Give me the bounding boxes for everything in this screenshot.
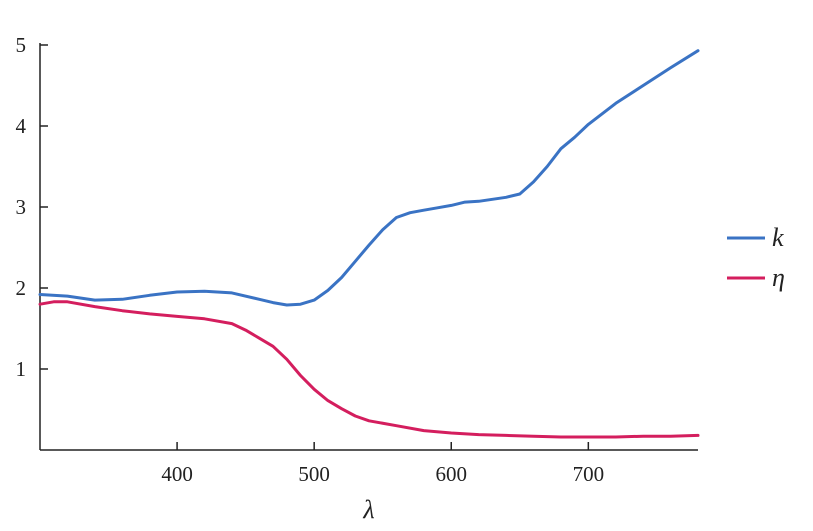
- x-tick-label: 500: [298, 462, 330, 486]
- y-tick-label: 5: [16, 33, 27, 57]
- x-ticks: 400 500 600 700: [161, 442, 604, 486]
- legend-item-k: k: [727, 223, 784, 252]
- series-line-k: [38, 49, 700, 307]
- legend-label: k: [772, 223, 784, 252]
- y-tick-label: 2: [16, 276, 27, 300]
- y-tick-label: 4: [16, 114, 27, 138]
- x-tick-label: 400: [161, 462, 193, 486]
- series-line-eta: [38, 300, 700, 439]
- y-tick-label: 3: [16, 195, 27, 219]
- y-ticks: 1 2 3 4 5: [16, 33, 48, 381]
- legend-item-eta: η: [727, 263, 785, 292]
- y-tick-label: 1: [16, 357, 27, 381]
- series-layer: [38, 49, 700, 439]
- x-tick-label: 700: [573, 462, 605, 486]
- legend-label: η: [772, 263, 785, 292]
- x-tick-label: 600: [436, 462, 468, 486]
- legend: kη: [727, 223, 785, 292]
- x-axis-title: λ: [362, 495, 374, 524]
